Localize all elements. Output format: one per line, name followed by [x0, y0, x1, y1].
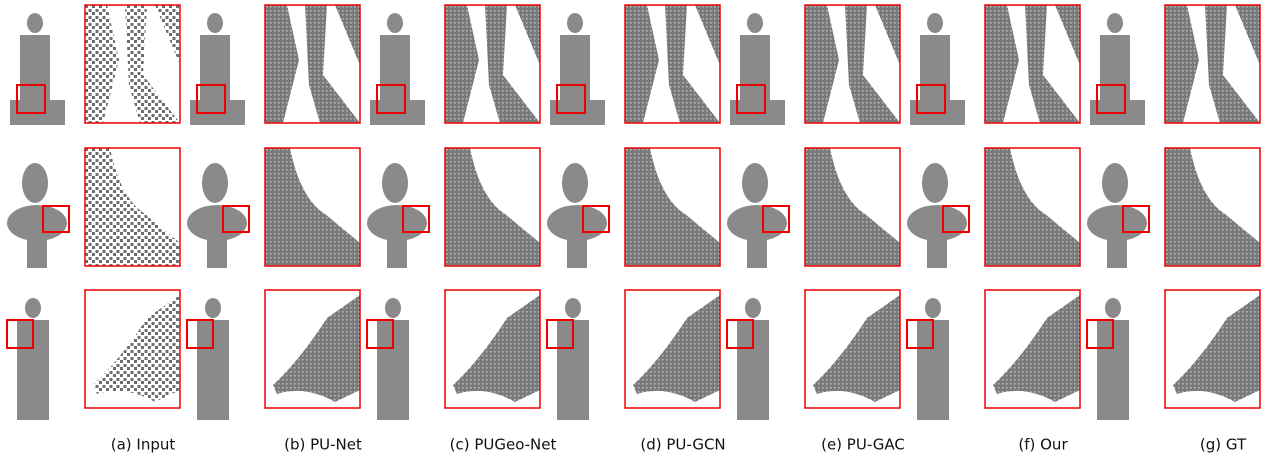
caption: (c) PUGeo-Net: [450, 436, 557, 454]
figure: (a) Input (b) PU-Net (c) PUGeo-Net (d) PU-G…: [0, 0, 1278, 459]
thumbnail: [910, 13, 965, 125]
caption: (d) PU-GCN: [640, 436, 725, 454]
bust-body: [7, 205, 67, 241]
thumbnail: [7, 298, 49, 420]
zoom-view: [265, 148, 360, 266]
statue-head: [205, 298, 221, 318]
statue-head: [747, 13, 763, 33]
statue-head: [1107, 13, 1123, 33]
zoom-view: [985, 148, 1080, 266]
zoom-view: [625, 148, 720, 266]
bust-head: [562, 163, 588, 203]
statue-head: [1105, 298, 1121, 318]
thumbnail: [370, 13, 425, 125]
caption: (e) PU-GAC: [821, 436, 905, 454]
thumbnail: [10, 13, 65, 125]
zoom-view: [805, 290, 900, 408]
statue-head: [25, 298, 41, 318]
thumbnail: [550, 13, 605, 125]
zoom-view: [85, 290, 180, 408]
thumbnail: [7, 163, 69, 268]
statue-head: [27, 13, 43, 33]
zoom-view: [625, 5, 720, 123]
bust-body: [727, 205, 787, 241]
thumbnail: [727, 163, 789, 268]
statue-head: [565, 298, 581, 318]
zoom-view: [805, 148, 900, 266]
zoom-view: [445, 5, 540, 123]
statue-head: [385, 298, 401, 318]
page: (a) Input (b) PU-Net (c) PUGeo-Net (d) PU-G…: [0, 0, 1278, 459]
thumbnail: [367, 163, 429, 268]
caption: (a) Input: [111, 436, 176, 454]
bust-body: [547, 205, 607, 241]
bust-body: [907, 205, 967, 241]
thumbnail: [1087, 298, 1129, 420]
bust-head: [382, 163, 408, 203]
bust-body: [1087, 205, 1147, 241]
zoom-view: [85, 148, 180, 266]
bust-body: [367, 205, 427, 241]
zoom-view: [805, 5, 900, 123]
thumbnail: [730, 13, 785, 125]
statue-head: [207, 13, 223, 33]
zoom-view: [445, 148, 540, 266]
statue-head: [927, 13, 943, 33]
thumbnail: [190, 13, 245, 125]
thumbnail: [547, 298, 589, 420]
statue-head: [925, 298, 941, 318]
zoom-view: [985, 290, 1080, 408]
zoom-view: [265, 290, 360, 408]
bust-head: [22, 163, 48, 203]
bust-body: [187, 205, 247, 241]
thumbnail: [907, 163, 969, 268]
zoom-view: [445, 290, 540, 408]
thumbnail: [367, 298, 409, 420]
statue-head: [745, 298, 761, 318]
zoom-view: [1165, 148, 1260, 266]
thumbnail: [907, 298, 949, 420]
caption: (b) PU-Net: [284, 436, 362, 454]
thumbnail: [1090, 13, 1145, 125]
thumbnail: [187, 163, 249, 268]
zoom-view: [985, 5, 1080, 123]
thumbnail: [187, 298, 229, 420]
statue-head: [387, 13, 403, 33]
bust-head: [202, 163, 228, 203]
zoom-view: [625, 290, 720, 408]
zoom-view: [1165, 290, 1260, 408]
thumbnail: [547, 163, 609, 268]
zoom-view: [1165, 5, 1260, 123]
bust-head: [742, 163, 768, 203]
caption: (g) GT: [1200, 436, 1247, 454]
thumbnail: [727, 298, 769, 420]
bust-head: [922, 163, 948, 203]
zoom-view: [85, 5, 180, 123]
statue-head: [567, 13, 583, 33]
zoom-view: [265, 5, 360, 123]
bust-head: [1102, 163, 1128, 203]
thumbnail: [1087, 163, 1149, 268]
caption: (f) Our: [1018, 436, 1068, 454]
